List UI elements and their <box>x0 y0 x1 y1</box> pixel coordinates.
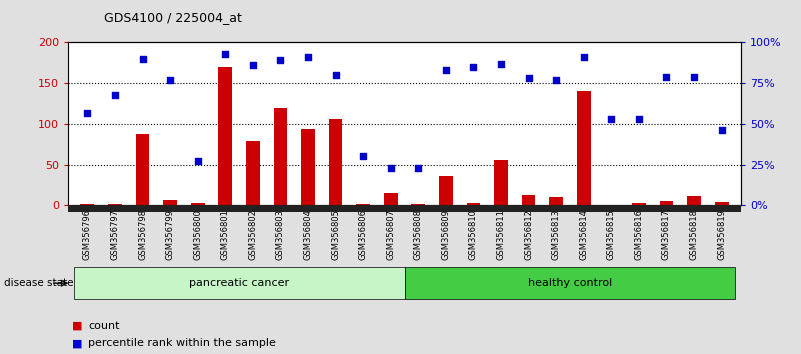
Bar <box>219 67 232 205</box>
Bar <box>714 202 729 205</box>
Bar <box>494 160 508 205</box>
Point <box>81 110 94 115</box>
Bar <box>549 197 563 205</box>
Bar <box>135 135 150 205</box>
Text: disease state: disease state <box>4 278 74 288</box>
Point <box>302 54 315 60</box>
Bar <box>466 203 481 205</box>
Text: pancreatic cancer: pancreatic cancer <box>189 278 289 288</box>
Text: GDS4100 / 225004_at: GDS4100 / 225004_at <box>104 11 242 24</box>
Point <box>467 64 480 70</box>
Point <box>687 74 700 80</box>
Point <box>715 127 728 133</box>
Bar <box>108 204 122 205</box>
Point <box>329 72 342 78</box>
Bar <box>577 91 590 205</box>
Bar <box>687 196 701 205</box>
Point <box>163 77 176 83</box>
Bar <box>439 176 453 205</box>
Point <box>247 62 260 68</box>
Text: healthy control: healthy control <box>528 278 612 288</box>
Point <box>412 165 425 171</box>
Text: ■: ■ <box>72 338 83 348</box>
Point <box>522 75 535 81</box>
Bar <box>632 203 646 205</box>
Point <box>219 51 231 57</box>
Point <box>494 61 507 67</box>
Bar <box>412 204 425 205</box>
Point <box>440 67 453 73</box>
Bar <box>80 204 95 205</box>
Point <box>274 58 287 63</box>
Point <box>136 56 149 62</box>
Bar <box>273 108 288 205</box>
Point <box>191 159 204 164</box>
Bar <box>521 195 536 205</box>
Point <box>660 74 673 80</box>
Bar <box>191 203 204 205</box>
Bar <box>328 119 343 205</box>
Point <box>384 165 397 171</box>
Bar <box>246 141 260 205</box>
Point <box>356 154 369 159</box>
Point <box>605 116 618 122</box>
Bar <box>384 193 397 205</box>
Text: ■: ■ <box>72 321 83 331</box>
Point <box>109 92 122 97</box>
Bar <box>356 204 370 205</box>
Bar <box>659 201 674 205</box>
Point <box>578 54 590 60</box>
Bar <box>301 129 315 205</box>
Point <box>549 77 562 83</box>
Bar <box>163 200 177 205</box>
Text: percentile rank within the sample: percentile rank within the sample <box>88 338 276 348</box>
Point <box>633 116 646 122</box>
Text: count: count <box>88 321 119 331</box>
